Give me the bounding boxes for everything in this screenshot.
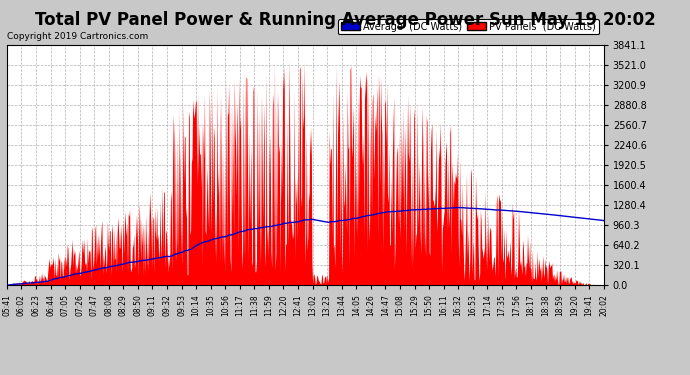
Text: Total PV Panel Power & Running Average Power Sun May 19 20:02: Total PV Panel Power & Running Average P… <box>34 11 655 29</box>
Text: Copyright 2019 Cartronics.com: Copyright 2019 Cartronics.com <box>7 32 148 41</box>
Legend: Average  (DC Watts), PV Panels  (DC Watts): Average (DC Watts), PV Panels (DC Watts) <box>337 19 599 34</box>
